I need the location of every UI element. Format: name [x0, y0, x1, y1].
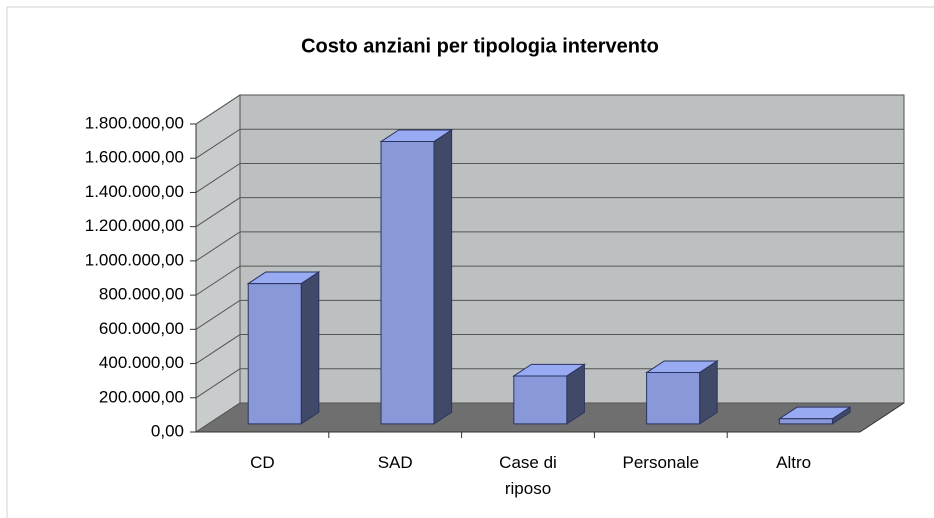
x-tick-label: Case di riposo: [499, 453, 557, 498]
y-tick-label: 200.000,00: [99, 387, 184, 406]
grid-line: [195, 197, 904, 228]
y-tick-label: 1.000.000,00: [85, 250, 184, 269]
grid-line: [195, 334, 904, 364]
bar: [644, 360, 719, 425]
chart-title: Costo anziani per tipologia intervento: [301, 35, 659, 57]
grid-line: [195, 94, 904, 125]
left-wall: [195, 94, 241, 433]
bar-front: [513, 375, 568, 425]
floor-edge: [859, 402, 905, 433]
bar-front: [380, 141, 435, 425]
grid-line: [195, 231, 904, 262]
y-tick-label: 800.000,00: [99, 285, 184, 304]
x-tick-label: CD: [250, 453, 275, 472]
y-tick-label: 1.800.000,00: [85, 113, 184, 132]
y-tick-label: 1.200.000,00: [85, 216, 184, 235]
bar-side: [300, 271, 320, 425]
bar: [246, 271, 321, 425]
y-tick-label: 1.600.000,00: [85, 148, 184, 167]
y-tick-label: 600.000,00: [99, 319, 184, 338]
bar-front: [247, 283, 302, 425]
bar-front: [646, 372, 701, 425]
bar: [512, 363, 587, 425]
x-tick-label: Personale: [622, 453, 700, 472]
x-tick-label: SAD: [377, 453, 413, 472]
bar: [777, 406, 852, 425]
back-wall: [239, 94, 905, 404]
y-tick-label: 1.400.000,00: [85, 182, 184, 201]
y-tick-label: 0,00: [151, 421, 184, 440]
grid-line: [195, 128, 904, 159]
grid-line: [195, 162, 904, 193]
grid-line: [195, 299, 904, 330]
grid-line: [195, 265, 904, 296]
bar: [379, 129, 454, 425]
y-tick-label: 400.000,00: [99, 353, 184, 372]
x-tick-label: Altro: [776, 453, 812, 472]
bar-side: [433, 129, 453, 425]
bar-front: [778, 418, 833, 425]
